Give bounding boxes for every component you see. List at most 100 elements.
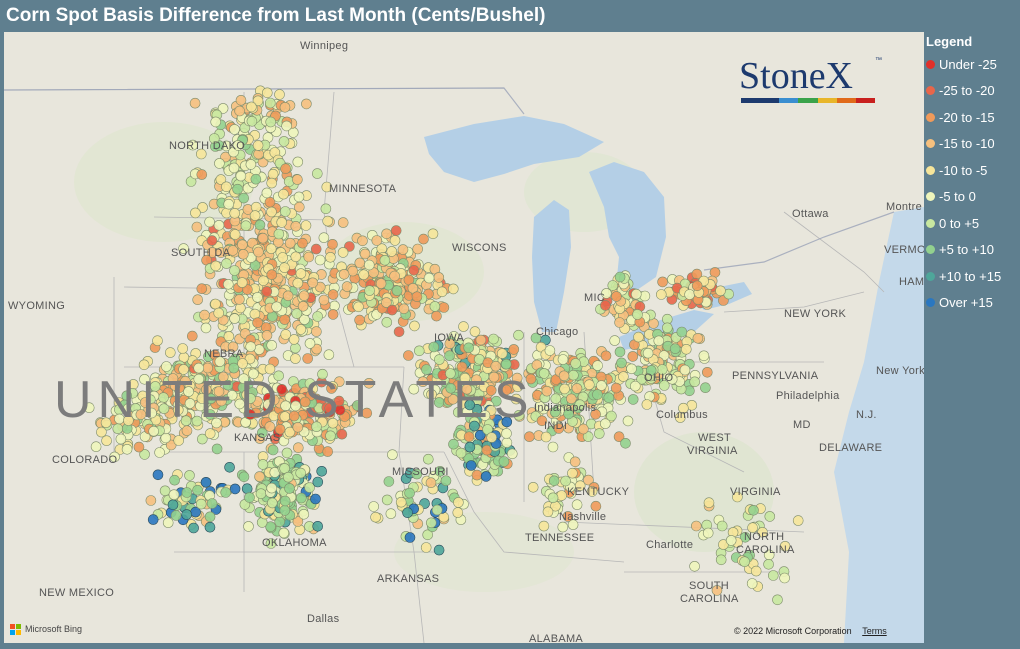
location-marker[interactable] xyxy=(433,354,445,365)
location-marker[interactable] xyxy=(383,476,395,487)
location-marker[interactable] xyxy=(210,260,221,272)
location-marker[interactable] xyxy=(292,156,304,168)
location-marker[interactable] xyxy=(453,497,464,508)
location-marker[interactable] xyxy=(626,363,637,375)
location-marker[interactable] xyxy=(370,511,381,523)
location-marker[interactable] xyxy=(779,572,790,584)
location-marker[interactable] xyxy=(622,415,634,427)
location-marker[interactable] xyxy=(304,378,316,389)
location-marker[interactable] xyxy=(385,508,397,520)
location-marker[interactable] xyxy=(204,428,216,439)
location-marker[interactable] xyxy=(244,492,255,503)
location-marker[interactable] xyxy=(658,380,670,391)
location-marker[interactable] xyxy=(630,288,642,300)
location-marker[interactable] xyxy=(273,228,285,240)
location-marker[interactable] xyxy=(218,371,229,383)
location-marker[interactable] xyxy=(302,353,314,364)
location-marker[interactable] xyxy=(206,498,218,509)
location-marker[interactable] xyxy=(390,225,402,236)
location-marker[interactable] xyxy=(336,428,348,440)
location-marker[interactable] xyxy=(147,514,159,525)
location-marker[interactable] xyxy=(276,217,288,228)
location-marker[interactable] xyxy=(278,188,289,200)
location-marker[interactable] xyxy=(90,441,102,453)
location-marker[interactable] xyxy=(241,483,253,495)
location-marker[interactable] xyxy=(448,438,459,450)
location-marker[interactable] xyxy=(192,294,203,306)
location-marker[interactable] xyxy=(245,409,256,420)
location-marker[interactable] xyxy=(398,303,410,315)
location-marker[interactable] xyxy=(354,257,366,269)
location-marker[interactable] xyxy=(268,394,280,406)
location-marker[interactable] xyxy=(469,326,481,337)
location-marker[interactable] xyxy=(252,140,264,151)
location-marker[interactable] xyxy=(609,335,621,346)
location-marker[interactable] xyxy=(639,290,651,302)
location-marker[interactable] xyxy=(600,300,611,311)
location-marker[interactable] xyxy=(420,542,432,553)
location-marker[interactable] xyxy=(479,410,491,421)
location-marker[interactable] xyxy=(501,384,512,396)
location-marker[interactable] xyxy=(213,220,225,231)
location-marker[interactable] xyxy=(676,326,688,338)
location-marker[interactable] xyxy=(567,467,578,479)
location-marker[interactable] xyxy=(496,348,508,359)
location-marker[interactable] xyxy=(201,384,212,396)
location-marker[interactable] xyxy=(237,358,248,369)
location-marker[interactable] xyxy=(211,417,222,429)
location-marker[interactable] xyxy=(226,389,238,401)
location-marker[interactable] xyxy=(569,456,581,468)
location-marker[interactable] xyxy=(669,343,681,355)
location-marker[interactable] xyxy=(725,535,737,546)
location-marker[interactable] xyxy=(550,393,562,405)
location-marker[interactable] xyxy=(368,501,380,512)
location-marker[interactable] xyxy=(246,116,258,127)
location-marker[interactable] xyxy=(246,101,257,113)
location-marker[interactable] xyxy=(261,87,273,99)
location-marker[interactable] xyxy=(229,124,240,135)
location-marker[interactable] xyxy=(485,385,497,396)
location-marker[interactable] xyxy=(292,421,304,433)
location-marker[interactable] xyxy=(614,271,626,283)
location-marker[interactable] xyxy=(486,432,498,443)
location-marker[interactable] xyxy=(245,393,256,404)
location-marker[interactable] xyxy=(223,331,235,342)
location-marker[interactable] xyxy=(379,255,391,266)
location-marker[interactable] xyxy=(716,520,728,532)
location-marker[interactable] xyxy=(292,442,304,454)
location-marker[interactable] xyxy=(254,471,265,482)
location-marker[interactable] xyxy=(425,517,437,529)
location-marker[interactable] xyxy=(418,233,429,245)
location-marker[interactable] xyxy=(371,235,383,246)
location-marker[interactable] xyxy=(501,437,513,448)
location-marker[interactable] xyxy=(301,98,312,110)
location-marker[interactable] xyxy=(204,521,216,533)
location-marker[interactable] xyxy=(530,332,542,344)
location-marker[interactable] xyxy=(162,517,174,529)
location-marker[interactable] xyxy=(764,511,776,522)
location-marker[interactable] xyxy=(338,269,350,280)
location-marker[interactable] xyxy=(386,246,398,257)
location-marker[interactable] xyxy=(381,316,393,328)
location-marker[interactable] xyxy=(303,251,315,263)
legend-item[interactable]: 0 to +5 xyxy=(926,210,1018,237)
location-marker[interactable] xyxy=(196,169,208,180)
location-marker[interactable] xyxy=(227,245,239,256)
location-marker[interactable] xyxy=(209,133,220,144)
location-marker[interactable] xyxy=(293,201,305,213)
location-marker[interactable] xyxy=(593,428,605,439)
location-marker[interactable] xyxy=(293,191,305,203)
location-marker[interactable] xyxy=(559,383,570,395)
location-marker[interactable] xyxy=(238,192,249,204)
location-marker[interactable] xyxy=(279,102,291,113)
location-marker[interactable] xyxy=(234,294,245,305)
location-marker[interactable] xyxy=(298,290,310,302)
location-marker[interactable] xyxy=(703,497,715,509)
location-marker[interactable] xyxy=(254,219,266,231)
location-marker[interactable] xyxy=(210,298,221,310)
location-marker[interactable] xyxy=(279,314,291,325)
location-marker[interactable] xyxy=(750,565,762,577)
location-marker[interactable] xyxy=(191,415,203,427)
location-marker[interactable] xyxy=(271,301,282,313)
location-marker[interactable] xyxy=(229,229,241,240)
